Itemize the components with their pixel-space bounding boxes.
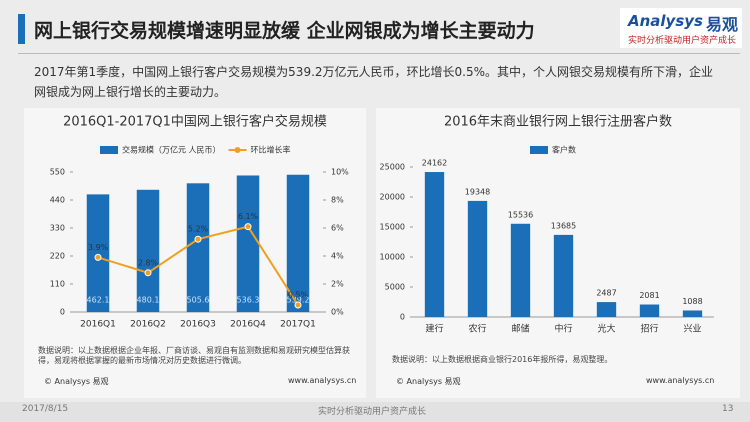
data-label: 536.3	[237, 296, 260, 305]
y2-tick-label: 2%	[331, 280, 344, 289]
y2-tick-label: 8%	[331, 196, 344, 205]
title-accent	[18, 14, 25, 44]
data-label: 24162	[422, 159, 447, 168]
url: www.analysys.cn	[288, 376, 357, 385]
legend-swatch	[100, 146, 118, 154]
x-tick-label: 邮储	[511, 323, 529, 335]
data-label: 462.1	[87, 296, 110, 305]
bar	[596, 302, 617, 317]
bar	[136, 189, 160, 312]
slide-title: 网上银行交易规模增速明显放缓 企业网银成为增长主要动力	[34, 20, 535, 42]
bar	[510, 223, 531, 317]
point	[294, 301, 302, 309]
y-tick-label: 10000	[380, 253, 405, 262]
data-label: 15536	[508, 210, 533, 219]
point	[244, 223, 252, 231]
chart-title: 2016Q1-2017Q1中国网上银行客户交易规模	[63, 114, 327, 130]
divider	[18, 53, 740, 54]
legend-swatch	[530, 146, 548, 154]
note: 数据说明：以上数据根据商业银行2016年报所得，易观整理。	[392, 355, 613, 364]
point	[194, 235, 202, 243]
x-tick-label: 2016Q2	[130, 320, 166, 330]
bar	[286, 174, 310, 312]
y2-tick-label: 4%	[331, 252, 344, 261]
url: www.analysys.cn	[646, 376, 715, 385]
logo: Analysys 易观 实时分析驱动用户资产成长	[620, 8, 742, 48]
data-label: 13685	[551, 221, 576, 230]
bar	[639, 304, 660, 317]
logo-tagline: 实时分析驱动用户资产成长	[628, 36, 737, 46]
bar	[467, 200, 488, 317]
legend-label: 客户数	[552, 145, 576, 155]
x-tick-label: 兴业	[683, 324, 701, 335]
data-label: 480.1	[137, 296, 160, 305]
point	[94, 253, 102, 261]
y-tick-label: 550	[50, 168, 65, 177]
y-tick-label: 0	[400, 313, 405, 322]
bar	[553, 234, 574, 317]
copyright: © Analysys 易观	[44, 377, 109, 386]
footer-date: 2017/8/15	[22, 404, 69, 414]
y-tick-label: 5000	[385, 283, 405, 292]
bar	[236, 175, 260, 312]
data-label: 539.2	[287, 296, 310, 305]
x-tick-label: 中行	[554, 323, 572, 335]
page-number: 13	[722, 404, 734, 414]
legend-label: 交易规模（万亿元 人民币）	[122, 145, 221, 155]
footer-bar	[0, 402, 750, 422]
data-label: 2081	[639, 291, 659, 300]
data-label: 2.8%	[138, 258, 159, 267]
data-label: 2487	[596, 289, 616, 298]
y-tick-label: 220	[50, 252, 65, 261]
data-label: 505.6	[187, 296, 210, 305]
data-label: 0.5%	[288, 291, 309, 300]
y-tick-label: 20000	[380, 193, 405, 202]
y-tick-label: 440	[50, 196, 65, 205]
y2-tick-label: 10%	[331, 168, 349, 177]
bar	[186, 183, 210, 312]
data-label: 5.2%	[188, 225, 209, 234]
y-tick-label: 330	[50, 224, 65, 233]
data-label: 1088	[682, 297, 702, 306]
data-label: 3.9%	[88, 243, 109, 252]
data-label: 6.1%	[238, 212, 259, 221]
bar	[424, 172, 445, 317]
bar	[86, 194, 110, 312]
chart-title: 2016年末商业银行网上银行注册客户数	[444, 114, 672, 130]
copyright: © Analysys 易观	[396, 377, 461, 386]
logo-cn: 易观	[706, 15, 739, 34]
x-tick-label: 2016Q3	[180, 320, 216, 330]
legend-swatch	[234, 147, 241, 153]
note: 数据说明：以上数据根据企业年报、厂商访谈、易观自有监测数据和易观研究模型估算获得…	[38, 346, 350, 365]
y-tick-label: 25000	[380, 163, 405, 172]
legend-label: 环比增长率	[251, 145, 291, 155]
x-tick-label: 农行	[468, 323, 486, 335]
y2-tick-label: 0%	[331, 308, 344, 317]
y-tick-label: 0	[60, 308, 65, 317]
summary: 2017年第1季度，中国网上银行客户交易规模为539.2万亿元人民币，环比增长0…	[34, 65, 714, 99]
point	[144, 269, 152, 277]
y2-tick-label: 6%	[331, 224, 344, 233]
y-tick-label: 110	[50, 280, 65, 289]
x-tick-label: 2016Q1	[80, 320, 116, 330]
y-tick-label: 15000	[380, 223, 405, 232]
footer-slogan: 实时分析驱动用户资产成长	[318, 407, 427, 417]
logo-brand: Analysys	[628, 12, 703, 30]
x-tick-label: 建行	[425, 323, 443, 335]
x-tick-label: 2016Q4	[230, 320, 266, 330]
bar	[682, 310, 703, 317]
x-tick-label: 招行	[640, 323, 658, 335]
x-tick-label: 2017Q1	[280, 320, 316, 330]
data-label: 19348	[465, 187, 490, 196]
x-tick-label: 光大	[597, 323, 615, 335]
